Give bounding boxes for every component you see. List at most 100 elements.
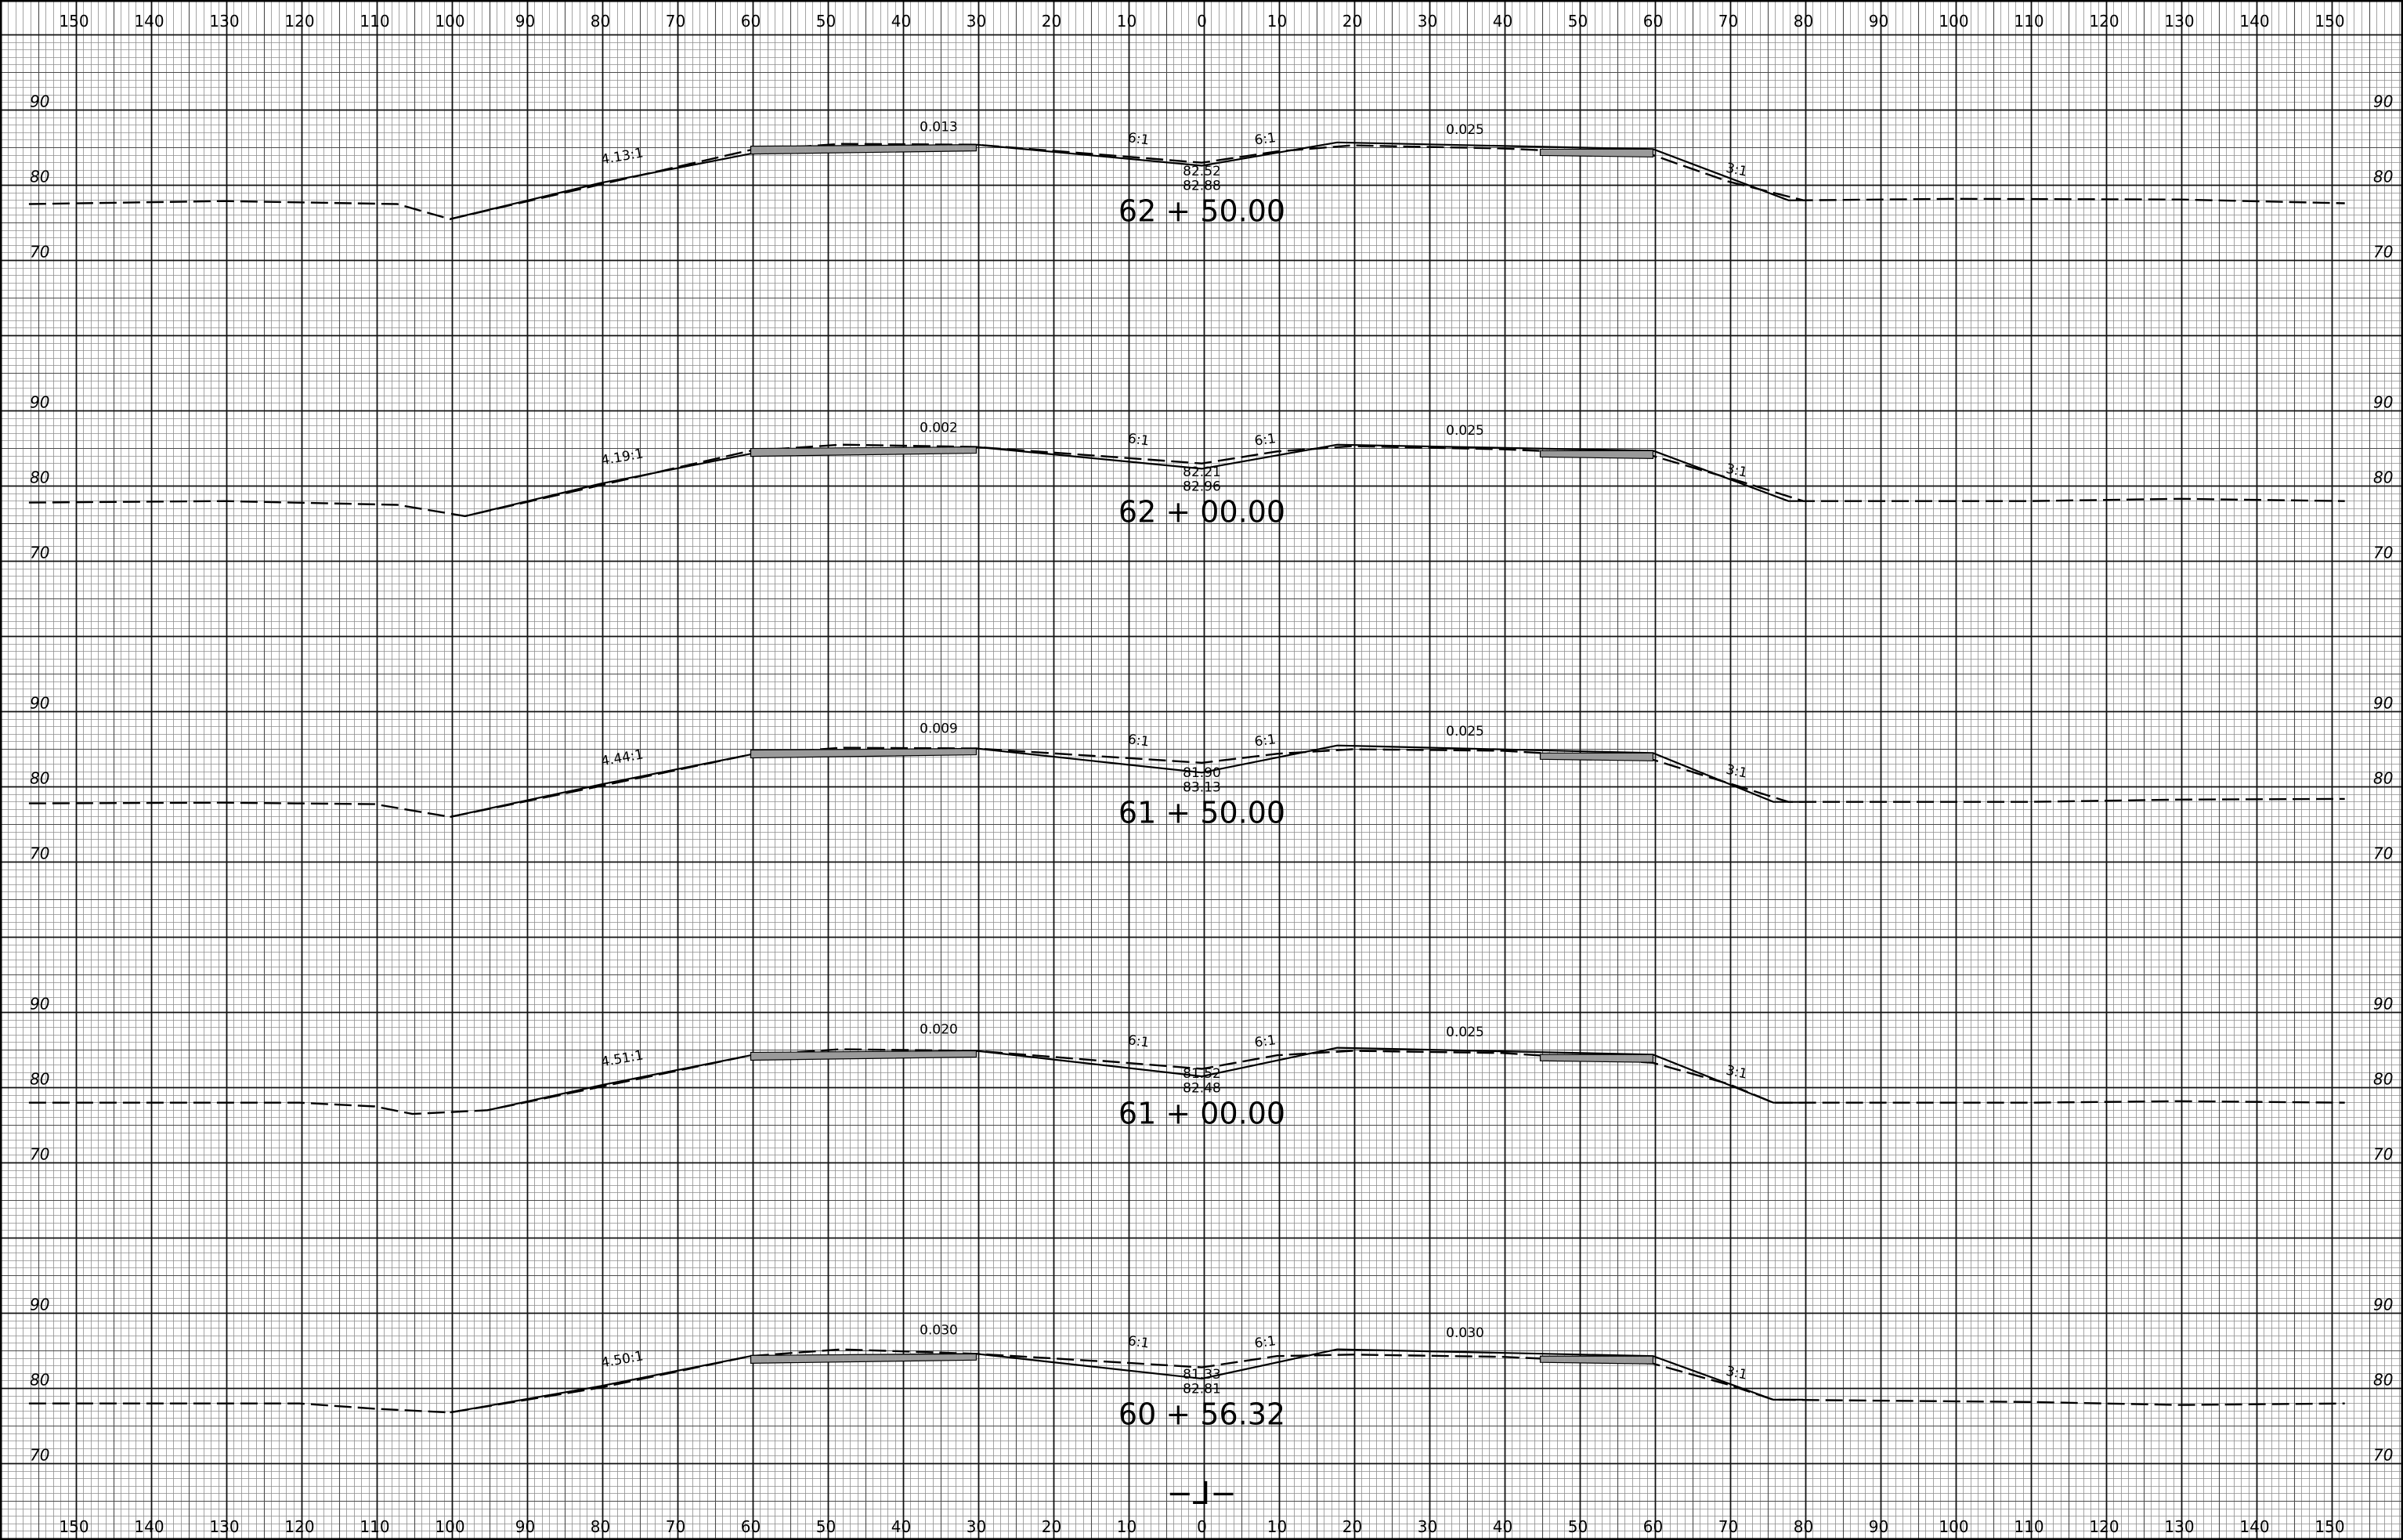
right-fill-slope-label: 3:1 bbox=[1725, 1063, 1749, 1083]
elevation-label-left: 90 bbox=[30, 92, 49, 111]
proposed-section-line bbox=[450, 141, 1804, 220]
elevation-label-right: 90 bbox=[2373, 92, 2393, 111]
top-label: 80 bbox=[591, 12, 610, 31]
elevation-label-right: 80 bbox=[2373, 1371, 2393, 1390]
elevation-label-right: 70 bbox=[2373, 1145, 2393, 1164]
centerline-elevation-1: 81.52 bbox=[1183, 1066, 1221, 1082]
top-label: 40 bbox=[891, 12, 911, 31]
top-label: 120 bbox=[284, 12, 314, 31]
left-cross-slope-label: 0.030 bbox=[920, 1322, 958, 1338]
cross-section: 90 90 80 80 70 70 4.44:1 0.009 0.025 6:1 6:1 3:1 81.… bbox=[28, 694, 2393, 863]
top-label: 0 bbox=[1197, 12, 1207, 31]
top-label: 130 bbox=[209, 12, 239, 31]
top-label: 90 bbox=[515, 12, 535, 31]
top-label: 60 bbox=[741, 12, 761, 31]
left-ditch-slope-label: 4.19:1 bbox=[600, 446, 645, 468]
elevation-label-left: 80 bbox=[30, 468, 49, 487]
elevation-label-left: 90 bbox=[30, 393, 49, 412]
right-cross-slope-label: 0.025 bbox=[1446, 1025, 1484, 1040]
top-label: 110 bbox=[2014, 12, 2043, 31]
right-fill-slope-label: 3:1 bbox=[1725, 762, 1749, 782]
left-cross-slope-label: 0.020 bbox=[920, 1021, 958, 1037]
top-label: 20 bbox=[1342, 12, 1362, 31]
right-cross-slope-label: 0.030 bbox=[1446, 1325, 1484, 1341]
right-pavement-layer bbox=[1539, 1054, 1654, 1063]
bottom-label: 110 bbox=[360, 1517, 389, 1536]
station-label: 62 + 00.00 bbox=[1118, 495, 1285, 530]
bottom-label: 140 bbox=[2239, 1517, 2269, 1536]
bottom-label: 50 bbox=[816, 1517, 836, 1536]
top-label: 100 bbox=[1939, 12, 1968, 31]
bottom-label: 130 bbox=[209, 1517, 239, 1536]
bottom-label: 130 bbox=[2164, 1517, 2194, 1536]
centerline-elevation-2: 82.48 bbox=[1183, 1080, 1221, 1096]
elevation-label-left: 70 bbox=[30, 243, 49, 262]
centerline-elevation-1: 81.90 bbox=[1183, 765, 1221, 781]
left-pavement-layer bbox=[750, 1050, 977, 1061]
top-label: 150 bbox=[2314, 12, 2344, 31]
top-label: 30 bbox=[1418, 12, 1437, 31]
left-pavement-layer bbox=[750, 747, 977, 759]
centerline-elevation-1: 81.33 bbox=[1183, 1367, 1221, 1383]
bottom-label: 120 bbox=[284, 1517, 314, 1536]
centerline-elevation-2: 82.81 bbox=[1183, 1381, 1221, 1397]
station-label: 62 + 50.00 bbox=[1118, 194, 1285, 229]
bottom-label: 120 bbox=[2089, 1517, 2119, 1536]
top-label: 140 bbox=[134, 12, 164, 31]
bottom-label: 20 bbox=[1042, 1517, 1061, 1536]
station-label: 60 + 56.32 bbox=[1118, 1397, 1285, 1432]
elevation-label-left: 70 bbox=[30, 544, 49, 562]
elevation-label-right: 70 bbox=[2373, 243, 2393, 262]
elevation-label-right: 70 bbox=[2373, 1446, 2393, 1465]
right-inner-slope-label: 6:1 bbox=[1253, 1032, 1277, 1051]
bottom-label: 150 bbox=[2314, 1517, 2344, 1536]
bottom-label: 10 bbox=[1267, 1517, 1287, 1536]
bottom-label: 100 bbox=[435, 1517, 464, 1536]
top-label: 10 bbox=[1267, 12, 1287, 31]
left-cross-slope-label: 0.013 bbox=[920, 119, 958, 135]
existing-ground-line bbox=[28, 143, 2345, 220]
left-inner-slope-label: 6:1 bbox=[1127, 431, 1151, 450]
top-label: 80 bbox=[1794, 12, 1813, 31]
bottom-label: 90 bbox=[515, 1517, 535, 1536]
right-pavement-layer bbox=[1539, 148, 1654, 158]
elevation-label-right: 70 bbox=[2373, 544, 2393, 562]
centerline-elevation-1: 82.21 bbox=[1183, 465, 1221, 480]
elevation-label-left: 80 bbox=[30, 1371, 49, 1390]
bottom-label: 20 bbox=[1342, 1517, 1362, 1536]
top-label: 130 bbox=[2164, 12, 2194, 31]
existing-ground-line bbox=[28, 1348, 2345, 1414]
elevation-label-left: 90 bbox=[30, 694, 49, 713]
bottom-label: 90 bbox=[1869, 1517, 1888, 1536]
elevation-label-right: 90 bbox=[2373, 1296, 2393, 1314]
bottom-label: 60 bbox=[1643, 1517, 1663, 1536]
left-pavement-layer bbox=[750, 144, 977, 155]
bottom-label: 30 bbox=[967, 1517, 986, 1536]
elevation-label-left: 90 bbox=[30, 1296, 49, 1314]
left-inner-slope-label: 6:1 bbox=[1127, 1333, 1151, 1352]
bottom-offset-scale: 150 140 130 120 110 100 90 80 70 60 50 40 30 20 10 0 10 2… bbox=[59, 1517, 2344, 1536]
elevation-label-left: 70 bbox=[30, 1145, 49, 1164]
top-label: 150 bbox=[59, 12, 89, 31]
elevation-label-right: 90 bbox=[2373, 694, 2393, 713]
left-inner-slope-label: 6:1 bbox=[1127, 732, 1151, 750]
top-label: 70 bbox=[666, 12, 685, 31]
top-label: 20 bbox=[1042, 12, 1061, 31]
bottom-label: 70 bbox=[666, 1517, 685, 1536]
elevation-label-right: 80 bbox=[2373, 769, 2393, 788]
elevation-label-right: 70 bbox=[2373, 844, 2393, 863]
left-inner-slope-label: 6:1 bbox=[1127, 130, 1151, 149]
right-cross-slope-label: 0.025 bbox=[1446, 423, 1484, 439]
elevation-label-left: 70 bbox=[30, 1446, 49, 1465]
top-label: 140 bbox=[2239, 12, 2269, 31]
top-label: 90 bbox=[1869, 12, 1888, 31]
bottom-label: 70 bbox=[1718, 1517, 1738, 1536]
existing-ground-line bbox=[28, 1048, 2345, 1115]
left-pavement-layer bbox=[750, 1353, 977, 1364]
existing-ground-line bbox=[28, 747, 2345, 819]
left-ditch-slope-label: 4.50:1 bbox=[600, 1348, 645, 1371]
top-label: 110 bbox=[360, 12, 389, 31]
